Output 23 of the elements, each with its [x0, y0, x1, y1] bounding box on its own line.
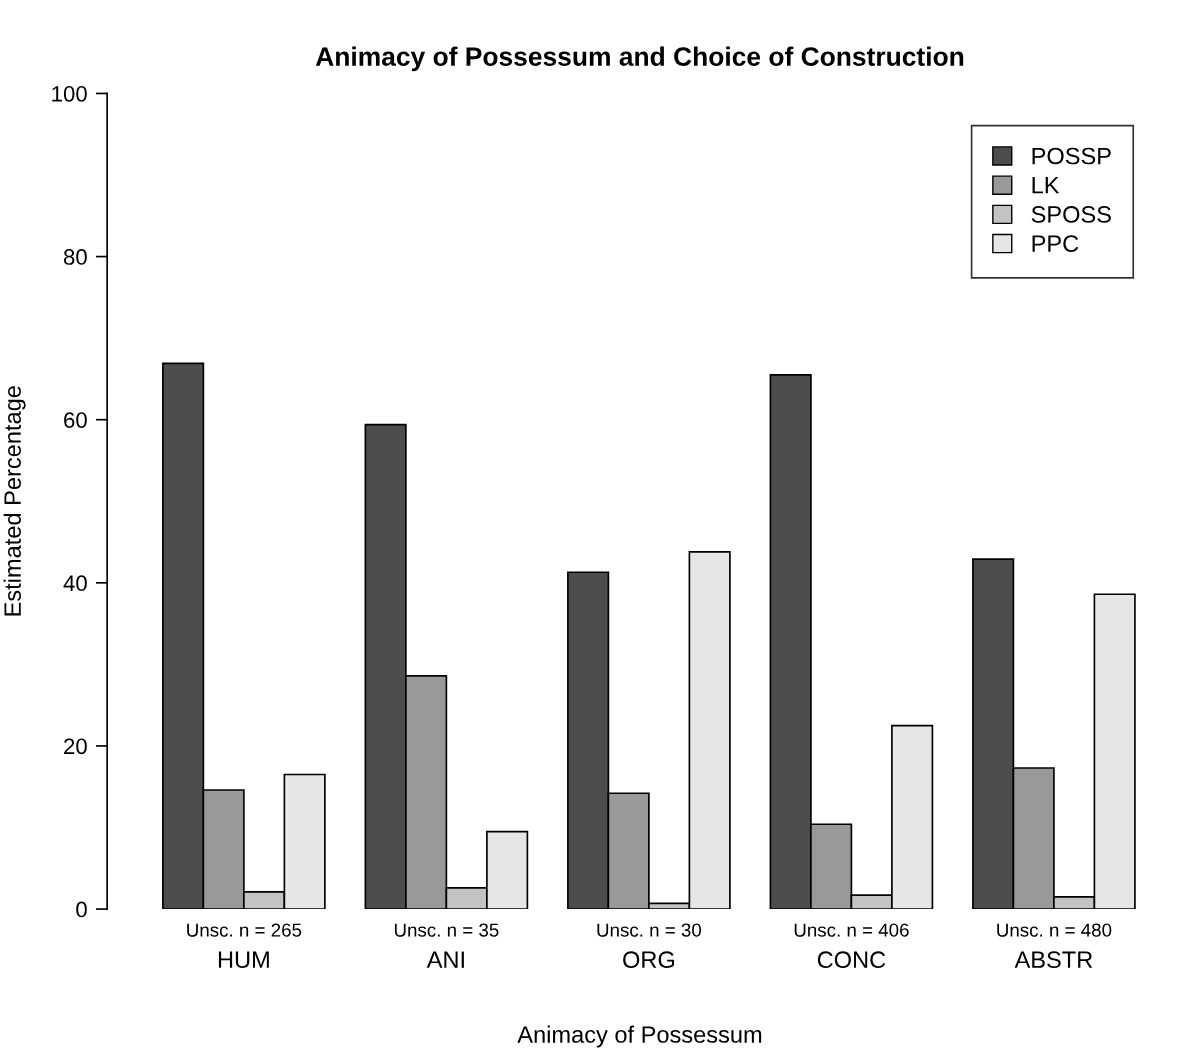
text: Unsc. n = 265 — [187, 923, 302, 937]
text: Unsc. n = 35 — [394, 923, 499, 937]
text: Unsc. n = 480 — [997, 923, 1112, 937]
x-axis-title: Animacy of Possessum — [517, 1025, 762, 1048]
y-tick-label: 0 — [76, 901, 87, 918]
x-tick-label: ABSTR — [1014, 951, 1093, 969]
text: Unsc. n = 30 — [597, 923, 702, 937]
y-axis-title: Estimated Percentage — [3, 386, 26, 616]
x-tick-label: ANI — [426, 951, 464, 968]
x-tick-label: ORG — [623, 951, 675, 969]
legend-label: SPOSS — [1031, 206, 1111, 223]
x-tick-label: CONC — [817, 951, 886, 969]
y-tick-label: 80 — [63, 249, 87, 265]
y-tick-label: 60 — [64, 412, 87, 428]
y-tick-label: 40 — [63, 575, 87, 592]
legend-label: PPC — [1032, 235, 1079, 253]
x-tick-label: HUM — [218, 951, 269, 969]
y-tick-label: 100 — [52, 85, 87, 102]
y-tick-label: 20 — [64, 738, 87, 755]
chart-title: Animacy of Possessum and Choice of Construction — [315, 46, 964, 72]
legend-label: POSSP — [1032, 147, 1111, 165]
text: Unsc. n = 406 — [794, 923, 909, 937]
legend-label: LK — [1032, 177, 1060, 194]
